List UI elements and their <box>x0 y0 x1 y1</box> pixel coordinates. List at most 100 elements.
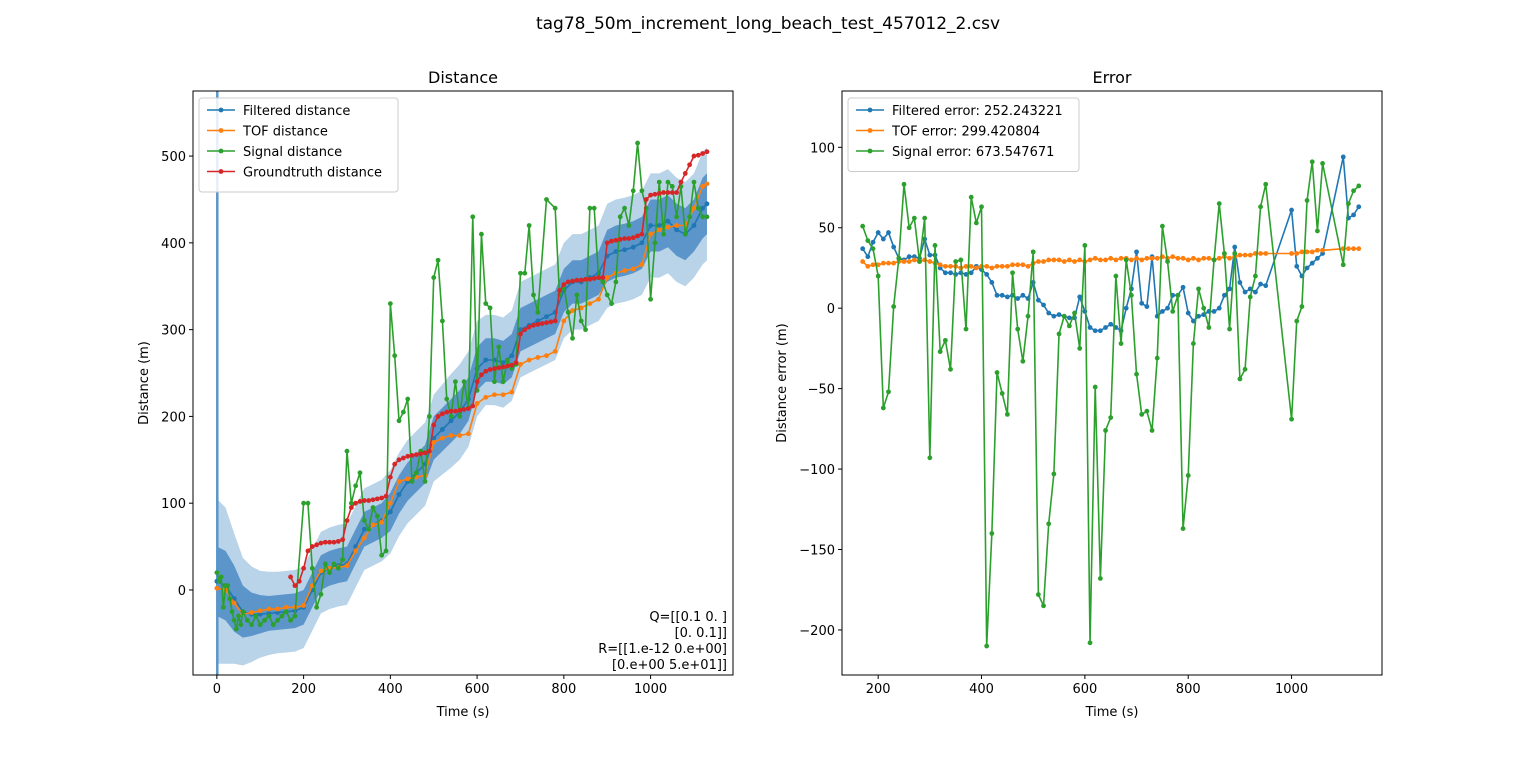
data-point <box>865 238 871 244</box>
data-point <box>1299 304 1305 309</box>
data-point <box>1051 471 1057 477</box>
data-point <box>257 611 263 617</box>
data-point <box>1185 257 1191 263</box>
data-point <box>891 304 897 309</box>
data-point <box>335 538 341 544</box>
data-point <box>544 320 549 326</box>
data-point <box>1294 251 1300 256</box>
data-point <box>1175 292 1181 298</box>
data-point <box>561 318 567 324</box>
data-point <box>669 184 675 189</box>
x-tick-label: 1000 <box>634 682 667 697</box>
legend-label: Signal distance <box>243 145 342 160</box>
data-point <box>1190 255 1196 261</box>
data-point <box>288 617 293 623</box>
data-point <box>613 279 619 285</box>
data-point <box>509 353 515 359</box>
data-point <box>587 276 593 282</box>
data-point <box>1134 371 1139 377</box>
data-point <box>361 526 367 532</box>
data-point <box>314 604 320 610</box>
data-point <box>583 327 588 333</box>
data-point <box>431 275 437 280</box>
data-point <box>548 319 554 325</box>
y-tick-label: 200 <box>161 410 186 425</box>
data-point <box>1128 292 1134 298</box>
data-point <box>552 348 558 354</box>
data-point <box>1066 315 1072 321</box>
data-point <box>374 496 380 502</box>
series-line <box>861 156 1360 332</box>
x-tick-label: 400 <box>969 682 994 697</box>
data-point <box>1356 246 1362 252</box>
data-point <box>691 153 697 159</box>
x-tick-label: 800 <box>1176 682 1201 697</box>
data-point <box>1087 640 1093 646</box>
data-point <box>1061 259 1067 264</box>
data-point <box>1051 313 1057 319</box>
data-point <box>1118 255 1124 261</box>
data-point <box>695 152 701 158</box>
uncertainty-band-inner <box>216 173 707 638</box>
data-point <box>448 418 454 424</box>
data-point <box>1340 262 1346 268</box>
data-point <box>1046 521 1052 527</box>
distance-plot: Distance Time (s) Distance (m) Q=[[0.1 0… <box>137 68 734 720</box>
data-point <box>604 292 610 298</box>
data-point <box>1206 255 1212 261</box>
data-point <box>383 548 389 554</box>
data-point <box>392 461 398 467</box>
data-point <box>1061 313 1067 319</box>
data-point <box>870 262 876 268</box>
y-tick-label: 100 <box>810 141 835 156</box>
data-point <box>896 255 902 261</box>
data-point <box>639 188 645 194</box>
data-point <box>216 578 222 584</box>
data-point <box>305 548 311 554</box>
data-point <box>231 617 237 623</box>
data-point <box>479 372 484 378</box>
data-point <box>383 493 389 499</box>
data-point <box>704 201 710 207</box>
data-point <box>630 244 636 250</box>
data-point <box>509 389 515 395</box>
data-point <box>942 337 948 343</box>
legend-label: Filtered error: 252.243221 <box>892 104 1063 119</box>
data-point <box>448 414 454 419</box>
error-plot-title: Error <box>1093 68 1132 87</box>
data-point <box>989 531 995 536</box>
data-point <box>574 292 580 298</box>
data-point <box>958 257 964 263</box>
data-point <box>578 318 584 324</box>
data-point <box>557 288 562 293</box>
data-point <box>426 414 432 419</box>
data-point <box>626 223 632 228</box>
data-point <box>249 610 254 615</box>
data-point <box>860 223 866 229</box>
data-point <box>1082 309 1088 314</box>
data-point <box>526 223 532 228</box>
data-point <box>1077 257 1083 263</box>
data-point <box>448 433 454 438</box>
data-point <box>1180 526 1186 531</box>
data-point <box>1092 328 1098 334</box>
y-tick-label: 500 <box>161 150 186 165</box>
data-point <box>1289 207 1294 213</box>
data-point <box>400 409 406 415</box>
data-point <box>665 190 671 195</box>
data-point <box>591 276 597 281</box>
data-point <box>1092 255 1098 261</box>
data-point <box>1004 411 1010 417</box>
data-point <box>1097 328 1103 334</box>
y-tick-label: −50 <box>808 383 835 398</box>
data-point <box>700 214 706 220</box>
data-point <box>561 282 567 287</box>
data-point <box>875 273 881 279</box>
error-plot-xlabel: Time (s) <box>1085 705 1139 720</box>
data-point <box>1066 257 1072 263</box>
data-point <box>405 453 411 459</box>
data-point <box>1315 247 1320 253</box>
y-tick-label: 0 <box>178 584 186 599</box>
data-point <box>1046 257 1052 263</box>
